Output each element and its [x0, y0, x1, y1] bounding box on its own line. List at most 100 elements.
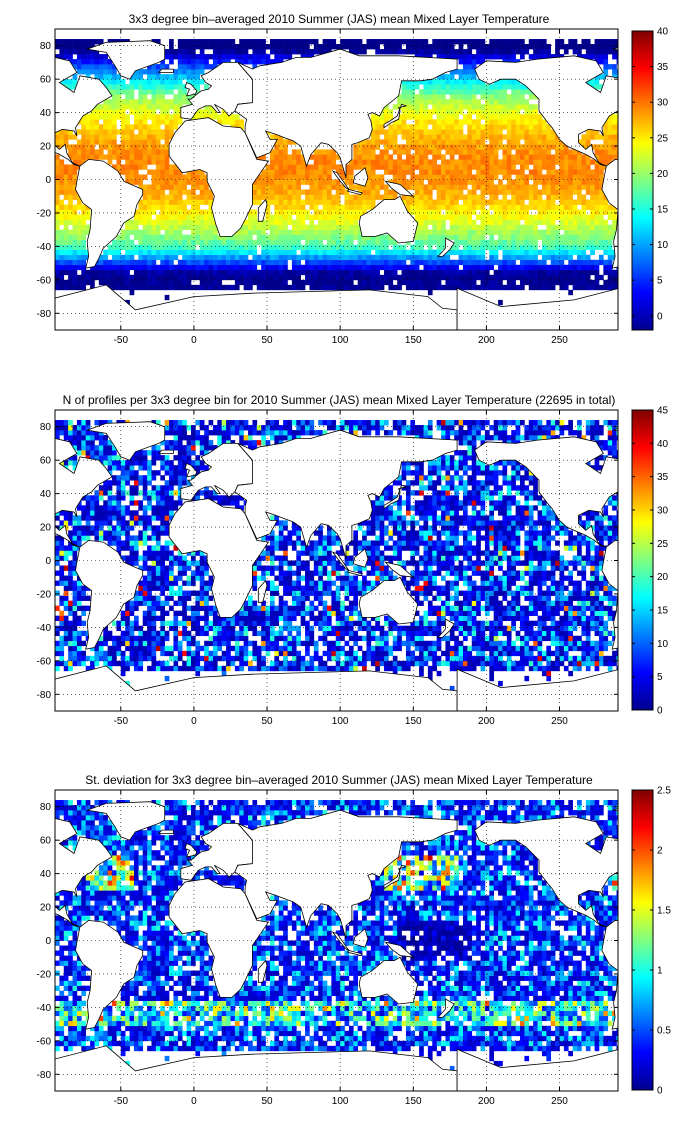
- heatmap-cell: [186, 214, 192, 220]
- heatmap-cell: [405, 204, 411, 210]
- heatmap-cell: [155, 169, 161, 175]
- heatmap-cell: [81, 114, 87, 120]
- heatmap-cell: [125, 119, 130, 125]
- heatmap-cell: [269, 234, 275, 240]
- heatmap-cell: [454, 234, 459, 240]
- heatmap-cell: [72, 284, 78, 291]
- heatmap-cell: [72, 430, 78, 436]
- heatmap-cell: [484, 169, 490, 175]
- heatmap-cell: [520, 229, 525, 235]
- heatmap-cell: [454, 134, 459, 140]
- heatmap-cell: [107, 129, 113, 135]
- heatmap-cell: [449, 164, 455, 170]
- heatmap-cell: [107, 104, 113, 110]
- heatmap-cell: [173, 184, 179, 190]
- heatmap-cell: [182, 39, 187, 45]
- heatmap-cell: [366, 149, 372, 155]
- heatmap-cell: [261, 179, 266, 185]
- heatmap-cell: [147, 169, 152, 175]
- heatmap-cell: [63, 430, 69, 436]
- heatmap-cell: [353, 204, 359, 210]
- heatmap-cell: [133, 169, 139, 175]
- heatmap-cell: [81, 505, 87, 511]
- heatmap-cell: [133, 109, 139, 115]
- heatmap-cell: [217, 284, 223, 291]
- heatmap-cell: [85, 74, 91, 80]
- heatmap-cell: [397, 279, 402, 286]
- heatmap-cell: [498, 204, 503, 210]
- heatmap-cell: [432, 139, 437, 145]
- heatmap-cell: [129, 169, 135, 175]
- heatmap-cell: [160, 94, 165, 100]
- heatmap-cell: [182, 284, 187, 291]
- heatmap-cell: [480, 129, 486, 135]
- heatmap-cell: [269, 149, 275, 155]
- heatmap-cell: [151, 204, 157, 210]
- heatmap-cell: [344, 179, 350, 185]
- heatmap-cell: [55, 169, 60, 175]
- heatmap-cell: [524, 259, 530, 266]
- heatmap-cell: [129, 470, 135, 476]
- heatmap-cell: [90, 149, 95, 155]
- heatmap-cell: [68, 284, 73, 291]
- heatmap-cell: [151, 144, 157, 150]
- heatmap-cell: [125, 625, 130, 632]
- heatmap-cell: [208, 249, 214, 256]
- heatmap-cell: [581, 44, 587, 50]
- heatmap-cell: [169, 264, 174, 271]
- heatmap-cell: [291, 224, 297, 230]
- heatmap-cell: [120, 254, 126, 261]
- heatmap-cell: [388, 269, 394, 276]
- heatmap-cell: [169, 44, 174, 50]
- heatmap-cell: [256, 44, 262, 50]
- heatmap-cell: [59, 199, 65, 205]
- heatmap-cell: [563, 269, 569, 276]
- heatmap-cell: [155, 114, 161, 120]
- heatmap-cell: [85, 665, 91, 672]
- heatmap-cell: [59, 575, 65, 581]
- heatmap-cell: [436, 254, 442, 261]
- heatmap-cell: [186, 264, 192, 271]
- heatmap-cell: [401, 279, 407, 286]
- heatmap-cell: [173, 109, 179, 115]
- heatmap-cell: [568, 214, 573, 220]
- heatmap-cell: [506, 79, 512, 85]
- heatmap-cell: [427, 284, 433, 291]
- heatmap-cell: [520, 279, 525, 286]
- heatmap-cell: [107, 665, 113, 672]
- heatmap-cell: [239, 229, 244, 235]
- heatmap-cell: [541, 204, 547, 210]
- heatmap-cell: [414, 209, 420, 215]
- heatmap-cell: [239, 39, 244, 45]
- heatmap-cell: [432, 229, 437, 235]
- heatmap-cell: [186, 199, 192, 205]
- heatmap-cell: [138, 530, 144, 536]
- heatmap-cell: [291, 234, 297, 240]
- heatmap-cell: [76, 39, 82, 45]
- heatmap-cell: [524, 124, 530, 130]
- heatmap-cell: [581, 264, 587, 271]
- heatmap-cell: [493, 249, 499, 256]
- heatmap-cell: [502, 99, 508, 105]
- heatmap-cell: [142, 199, 148, 205]
- heatmap-cell: [129, 84, 135, 90]
- heatmap-cell: [550, 144, 556, 150]
- heatmap-cell: [462, 199, 468, 205]
- heatmap-cell: [493, 274, 499, 281]
- heatmap-cell: [458, 194, 464, 200]
- heatmap-cell: [103, 535, 108, 541]
- heatmap-cell: [243, 244, 249, 251]
- heatmap-cell: [427, 289, 433, 296]
- heatmap-cell: [348, 244, 354, 251]
- heatmap-cell: [568, 44, 573, 50]
- heatmap-cell: [524, 174, 530, 180]
- heatmap-cell: [177, 109, 183, 115]
- heatmap-cell: [59, 239, 65, 246]
- heatmap-cell: [318, 254, 323, 261]
- heatmap-cell: [142, 274, 148, 281]
- heatmap-cell: [550, 139, 556, 145]
- heatmap-cell: [471, 144, 477, 150]
- heatmap-cell: [568, 219, 573, 225]
- heatmap-cell: [454, 179, 459, 185]
- heatmap-cell: [471, 204, 477, 210]
